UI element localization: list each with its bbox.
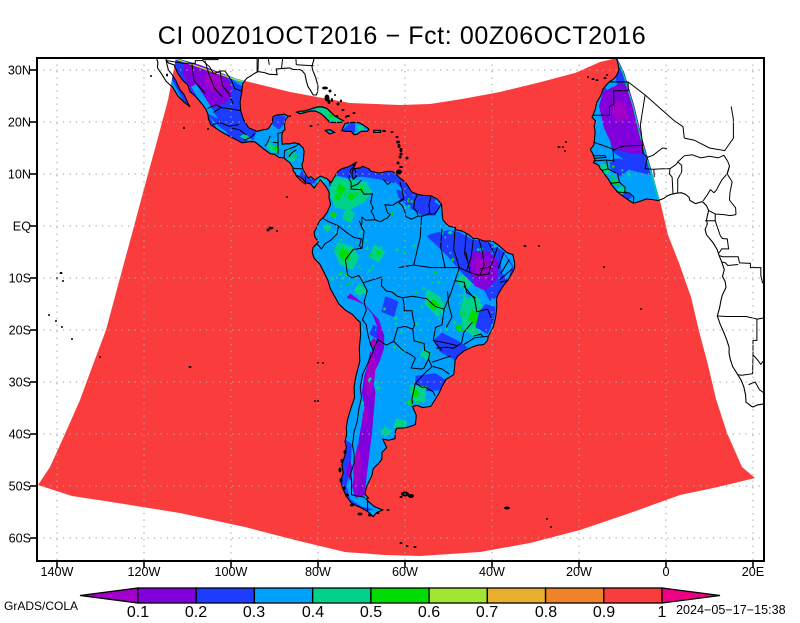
svg-text:20S: 20S: [9, 324, 31, 338]
svg-text:1: 1: [658, 604, 667, 618]
svg-text:10S: 10S: [9, 272, 31, 286]
svg-text:2024−05−17−15:38: 2024−05−17−15:38: [676, 603, 786, 617]
svg-text:60W: 60W: [392, 565, 418, 579]
svg-text:GrADS/COLA: GrADS/COLA: [4, 599, 78, 613]
svg-text:0.2: 0.2: [185, 604, 207, 618]
svg-text:40W: 40W: [479, 565, 505, 579]
svg-text:120W: 120W: [128, 565, 161, 579]
svg-text:0.4: 0.4: [302, 604, 324, 618]
svg-text:0.3: 0.3: [243, 604, 265, 618]
svg-text:60S: 60S: [9, 532, 31, 546]
svg-text:0: 0: [662, 565, 669, 579]
svg-text:30S: 30S: [9, 376, 31, 390]
svg-text:0.7: 0.7: [476, 604, 498, 618]
svg-text:30N: 30N: [8, 64, 31, 78]
svg-text:20E: 20E: [742, 565, 764, 579]
svg-text:CI 00Z01OCT2016 − Fct: 00Z06OC: CI 00Z01OCT2016 − Fct: 00Z06OCT2016: [158, 22, 647, 50]
svg-text:100W: 100W: [215, 565, 248, 579]
svg-text:140W: 140W: [41, 565, 74, 579]
svg-text:20W: 20W: [566, 565, 592, 579]
svg-text:0.6: 0.6: [418, 604, 440, 618]
svg-text:0.9: 0.9: [593, 604, 615, 618]
svg-text:EQ: EQ: [13, 220, 31, 234]
svg-text:50S: 50S: [9, 480, 31, 494]
svg-text:20N: 20N: [8, 116, 31, 130]
svg-text:0.1: 0.1: [127, 604, 149, 618]
svg-text:0.8: 0.8: [535, 604, 557, 618]
svg-text:40S: 40S: [9, 428, 31, 442]
svg-text:0.5: 0.5: [360, 604, 382, 618]
svg-text:80W: 80W: [305, 565, 331, 579]
svg-text:10N: 10N: [8, 168, 31, 182]
